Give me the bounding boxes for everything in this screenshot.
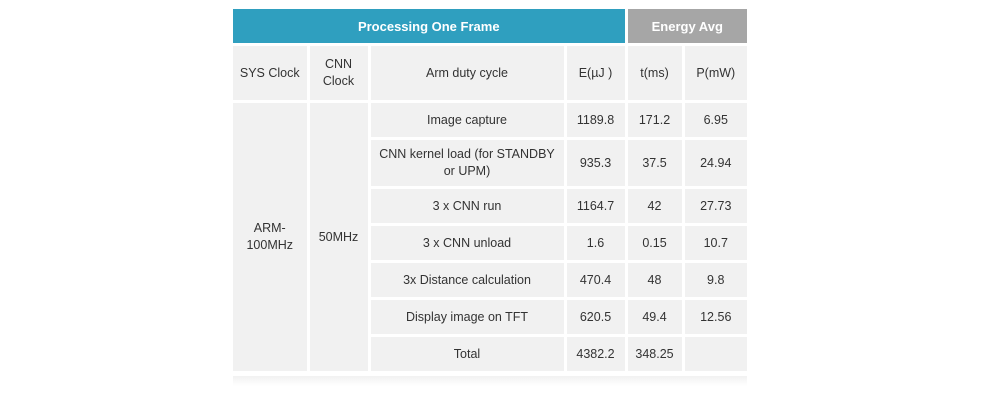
task-cell: 3 x CNN unload <box>369 223 567 262</box>
power-col-header: P(mW) <box>683 43 747 102</box>
cnn-clock-header: CNN Clock <box>308 43 371 102</box>
time-col-header: t(ms) <box>626 43 685 102</box>
energy-cell: 1164.7 <box>565 186 628 225</box>
energy-table-container: Processing One Frame Energy Avg SYS Cloc… <box>233 9 747 371</box>
energy-cell: 470.4 <box>565 260 628 299</box>
cnn-clock-cell: 50MHz <box>308 100 371 371</box>
power-cell: 6.95 <box>683 100 747 139</box>
table-row: 3 x CNN unload 1.6 0.15 10.7 <box>233 223 747 262</box>
table-bottom-fade <box>233 376 747 386</box>
table-row: 3x Distance calculation 470.4 48 9.8 <box>233 260 747 299</box>
task-cell: CNN kernel load (for STANDBY or UPM) <box>369 137 567 188</box>
processing-header: Processing One Frame <box>233 9 628 45</box>
total-row: Total 4382.2 348.25 <box>233 334 747 371</box>
total-energy-cell: 4382.2 <box>565 334 628 371</box>
power-cell: 27.73 <box>683 186 747 225</box>
table-row: Display image on TFT 620.5 49.4 12.56 <box>233 297 747 336</box>
sys-clock-cell: ARM- 100MHz <box>233 100 310 371</box>
time-cell: 49.4 <box>626 297 685 336</box>
time-cell: 48 <box>626 260 685 299</box>
power-cell: 9.8 <box>683 260 747 299</box>
table-row: CNN kernel load (for STANDBY or UPM) 935… <box>233 137 747 188</box>
power-cell: 10.7 <box>683 223 747 262</box>
sys-clock-header: SYS Clock <box>233 43 310 102</box>
table-row: ARM- 100MHz 50MHz Image capture 1189.8 1… <box>233 100 747 371</box>
task-cell: Image capture <box>369 100 567 139</box>
time-cell: 37.5 <box>626 137 685 188</box>
energy-cell: 935.3 <box>565 137 628 188</box>
power-cell: 12.56 <box>683 297 747 336</box>
power-cell: 24.94 <box>683 137 747 188</box>
energy-header: Energy Avg <box>626 9 747 45</box>
time-cell: 171.2 <box>626 100 685 139</box>
task-cell: Display image on TFT <box>369 297 567 336</box>
energy-cell: 620.5 <box>565 297 628 336</box>
group-header-row: Processing One Frame Energy Avg <box>233 9 747 45</box>
total-time-cell: 348.25 <box>626 334 685 371</box>
column-header-row: SYS Clock CNN Clock Arm duty cycle E(µJ … <box>233 43 747 102</box>
total-power-cell <box>683 334 747 371</box>
energy-cell: 1.6 <box>565 223 628 262</box>
task-cell: 3x Distance calculation <box>369 260 567 299</box>
time-cell: 0.15 <box>626 223 685 262</box>
energy-col-header: E(µJ ) <box>565 43 628 102</box>
energy-cell: 1189.8 <box>565 100 628 139</box>
total-label-cell: Total <box>369 334 567 371</box>
arm-duty-header: Arm duty cycle <box>369 43 567 102</box>
task-cell: 3 x CNN run <box>369 186 567 225</box>
table-row: 3 x CNN run 1164.7 42 27.73 <box>233 186 747 225</box>
energy-table: Processing One Frame Energy Avg SYS Cloc… <box>233 9 747 371</box>
time-cell: 42 <box>626 186 685 225</box>
